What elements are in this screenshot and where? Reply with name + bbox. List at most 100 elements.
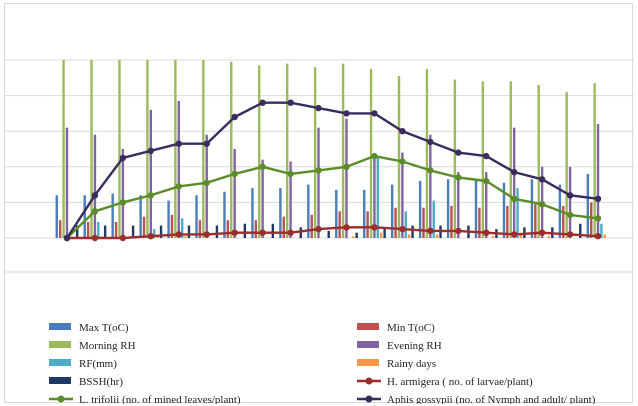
legend-item: L. trifolii (no. of mined leaves/plant) [49,394,241,404]
bar [195,195,198,238]
data-point [483,177,490,185]
legend-label: H. armigera ( no. of larvae/plant) [387,376,533,388]
bar [282,216,285,238]
data-point [259,229,266,236]
data-point [594,195,602,202]
bar [506,205,509,238]
bar [422,207,425,238]
bar [177,100,180,238]
bar [258,65,261,238]
bar [352,236,355,238]
data-point [175,183,182,190]
bar [446,179,450,238]
bar [432,200,435,238]
bar [491,236,495,238]
data-point [538,201,546,208]
bar [307,184,310,238]
bar [55,195,58,238]
data-point [483,152,490,160]
series-line [66,154,599,239]
data-point [119,234,127,242]
bar [453,79,457,238]
legend-swatch [49,323,71,330]
legend-swatch [357,341,379,348]
bar [103,225,107,238]
bar [142,216,146,238]
chart-frame: Max T(oC) Min T(oC) Morning RH Evening RH RF… [4,3,634,404]
legend-label: L. trifolii (no. of mined leaves/plant) [79,394,241,404]
data-point [566,192,574,199]
bar [223,191,226,238]
data-point [399,158,406,165]
legend-swatch-marker [365,395,373,403]
bar [139,195,142,238]
bar [230,61,233,238]
bar [457,172,460,238]
data-point [511,168,518,176]
legend-item: H. armigera ( no. of larvae/plant) [357,376,533,388]
data-point [287,229,294,236]
data-point [511,195,518,202]
bar-series [55,60,607,239]
data-point [399,128,406,135]
bar [534,204,537,238]
bar [226,220,230,238]
legend-label: Morning RH [79,340,136,352]
bar-series-4 [97,156,603,238]
data-point [203,179,210,186]
bar [202,60,205,238]
data-point [343,110,350,117]
bar [75,225,79,238]
series-line [67,226,599,240]
legend-item: RF(mm) [49,358,117,370]
bar [435,234,439,238]
legend-item: Evening RH [357,340,442,352]
data-point [203,140,210,147]
bar [596,124,600,238]
legend-label: Min T(oC) [387,322,435,334]
bar [118,60,121,238]
bar [407,234,411,238]
bar [562,205,565,238]
bar [317,127,320,238]
bar [233,149,236,238]
bar [187,225,191,238]
bar [345,118,348,238]
bar [310,214,313,238]
data-point [315,225,322,233]
chart-canvas: Max T(oC) Min T(oC) Morning RH Evening RH RF… [5,59,634,404]
bar [198,220,202,238]
bar [327,230,330,238]
bar [153,229,156,238]
bar [376,156,380,238]
bar [149,109,153,238]
bar [170,214,174,238]
bar [254,220,258,238]
data-point [175,140,182,147]
legend-swatch-marker [365,377,373,385]
bar [390,184,394,238]
bar [512,127,516,238]
bar [156,236,159,238]
data-point [427,138,434,146]
series-line [65,101,599,239]
data-point [147,233,154,240]
bar [485,172,488,238]
bar [516,188,519,238]
bar [167,200,170,238]
bar [568,166,572,238]
bar [299,227,302,238]
data-point [231,170,238,178]
bar [590,202,593,238]
bar [600,223,603,238]
bar [90,60,93,238]
bar [478,207,481,238]
bar [146,60,149,238]
data-point [259,99,266,106]
bar [363,189,366,238]
data-point [147,192,154,199]
bar [474,181,478,238]
bar [397,76,401,239]
bar [58,220,62,238]
bar [380,232,383,238]
